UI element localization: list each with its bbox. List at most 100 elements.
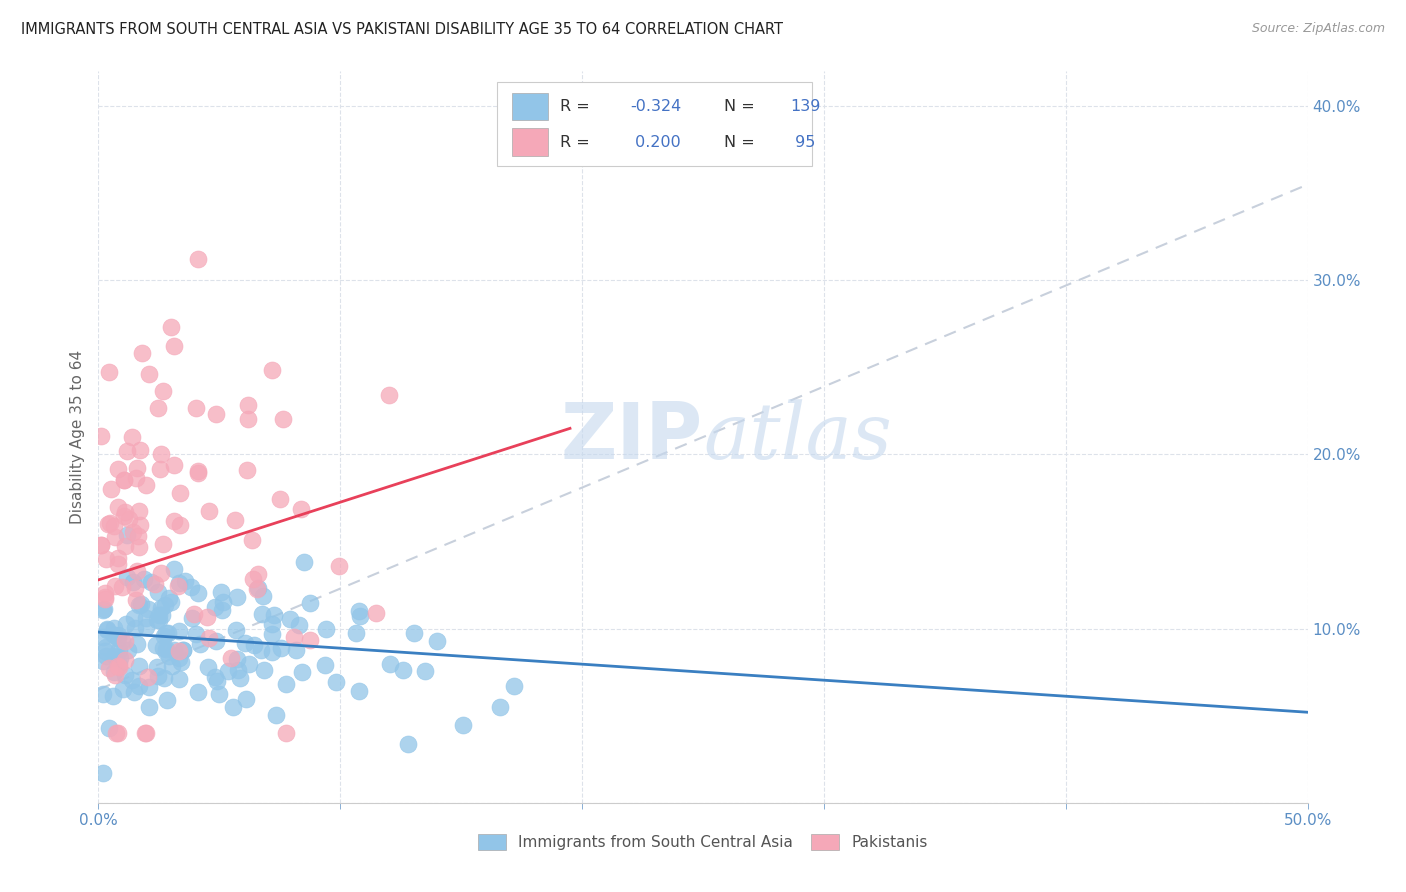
Point: [94, 590, 117, 604]
Point: [128, 659, 150, 673]
Point: [146, 401, 169, 415]
Point: [153, 630, 176, 644]
Point: [226, 663, 249, 677]
Point: [160, 320, 183, 334]
Point: [107, 628, 129, 642]
Point: [103, 665, 125, 679]
Point: [269, 492, 291, 507]
Text: 0.200: 0.200: [630, 135, 681, 150]
Point: [299, 596, 322, 610]
Point: [247, 566, 270, 581]
Point: [98, 516, 121, 530]
Point: [131, 345, 153, 359]
Point: [157, 591, 180, 605]
Point: [489, 700, 512, 714]
Point: [235, 692, 257, 706]
Point: [264, 708, 287, 723]
Point: [138, 680, 160, 694]
Point: [90, 538, 112, 552]
Point: [114, 634, 136, 648]
Point: [222, 700, 245, 714]
Point: [225, 590, 247, 604]
Point: [211, 603, 233, 617]
Point: [112, 473, 135, 487]
Point: [413, 664, 436, 678]
Point: [145, 613, 167, 627]
Point: [187, 586, 209, 600]
Point: [246, 582, 269, 597]
Point: [170, 655, 193, 669]
Point: [344, 625, 367, 640]
Point: [186, 627, 208, 641]
Point: [163, 643, 186, 657]
Point: [124, 471, 146, 485]
Point: [224, 513, 246, 527]
Point: [163, 339, 186, 353]
Point: [94, 640, 117, 654]
Point: [112, 681, 135, 696]
Point: [135, 726, 157, 740]
Point: [155, 641, 177, 656]
Point: [105, 726, 128, 740]
Point: [197, 660, 219, 674]
Point: [260, 627, 283, 641]
Point: [128, 598, 150, 612]
Point: [290, 665, 312, 680]
Point: [242, 572, 264, 586]
Point: [114, 539, 136, 553]
Point: [270, 640, 292, 655]
Point: [135, 620, 157, 634]
Point: [197, 631, 219, 645]
Bar: [512, 128, 548, 156]
Point: [112, 508, 135, 523]
Point: [150, 601, 173, 615]
Point: [96, 648, 118, 663]
Point: [107, 726, 129, 740]
Point: [156, 625, 179, 640]
Point: [149, 566, 172, 581]
Point: [115, 617, 138, 632]
Point: [135, 611, 157, 625]
Point: [122, 575, 145, 590]
Point: [134, 726, 156, 740]
Point: [91, 687, 114, 701]
Text: R =: R =: [561, 135, 595, 150]
Point: [260, 617, 283, 632]
Point: [115, 570, 138, 584]
Point: [451, 718, 474, 732]
Point: [125, 461, 148, 475]
Text: ZIP: ZIP: [561, 399, 703, 475]
Point: [129, 442, 152, 457]
Point: [238, 412, 260, 426]
Point: [163, 458, 186, 472]
Point: [404, 626, 426, 640]
Point: [104, 530, 127, 544]
Point: [117, 643, 139, 657]
Text: N =: N =: [724, 135, 759, 150]
Point: [288, 617, 311, 632]
Point: [167, 650, 190, 665]
Point: [183, 607, 205, 622]
Point: [167, 672, 190, 686]
Point: [149, 462, 172, 476]
Point: [315, 622, 337, 636]
Text: R =: R =: [561, 99, 595, 114]
Point: [263, 607, 285, 622]
Point: [97, 721, 120, 735]
Point: [188, 637, 211, 651]
Point: [426, 634, 449, 648]
Point: [207, 674, 229, 689]
Point: [325, 675, 347, 690]
Point: [146, 668, 169, 682]
Point: [93, 644, 115, 658]
Point: [91, 765, 114, 780]
Point: [107, 500, 129, 514]
Point: [167, 579, 190, 593]
Point: [163, 562, 186, 576]
Point: [97, 516, 120, 531]
Point: [298, 633, 321, 648]
Point: [121, 430, 143, 444]
Point: [128, 541, 150, 555]
Point: [152, 537, 174, 551]
Point: [278, 612, 301, 626]
